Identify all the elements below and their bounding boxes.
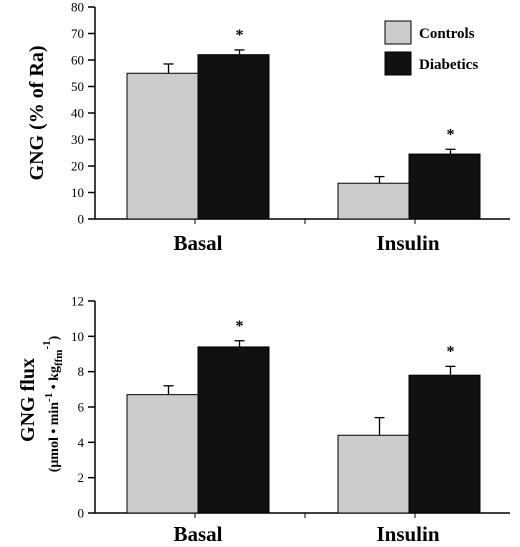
bottom-y-axis-label-unit: (μmol • min-1 • kgffm-1) [41, 335, 65, 472]
legend-swatch-diabetics [384, 51, 412, 76]
y-tick-label: 40 [71, 106, 84, 121]
y-tick-label: 30 [71, 132, 84, 147]
top-category-label-basal: Basal [173, 231, 222, 255]
significance-star: * [236, 318, 244, 335]
bar [126, 394, 199, 514]
y-tick-label: 2 [78, 470, 85, 485]
top-error-bars [163, 49, 456, 184]
top-y-ticks: 0 10 20 30 40 50 60 70 80 [71, 0, 416, 227]
y-tick-label: 8 [78, 364, 85, 379]
bar [126, 72, 199, 220]
bar [337, 182, 410, 220]
top-significance-marks: ** [236, 27, 455, 143]
bottom-y-axis-label: GNG flux (μmol • min-1 • kgffm-1) [17, 335, 65, 472]
legend-label-controls: Controls [419, 26, 475, 42]
significance-star: * [447, 343, 455, 360]
bottom-category-label-basal: Basal [173, 522, 222, 546]
unit-part-4: ffm [53, 350, 65, 367]
y-tick-label: 60 [71, 53, 84, 68]
unit-part-5: -1 [41, 340, 53, 349]
y-tick-label: 20 [71, 159, 84, 174]
legend: Controls Diabetics [384, 20, 478, 76]
top-y-axis-label: GNG (% of Ra) [26, 46, 48, 181]
bottom-y-ticks: 0 2 4 6 8 10 12 [71, 294, 416, 521]
y-tick-label: 0 [78, 506, 85, 521]
top-category-label-insulin: Insulin [376, 231, 439, 255]
y-tick-label: 10 [71, 329, 84, 344]
y-tick-label: 80 [71, 0, 84, 15]
top-bars [126, 54, 481, 220]
unit-part-3: • kg [47, 366, 62, 393]
y-tick-label: 10 [71, 185, 84, 200]
y-tick-label: 4 [78, 435, 85, 450]
bar [337, 434, 410, 514]
y-tick-label: 0 [78, 212, 85, 227]
bottom-y-axis-label-main: GNG flux [17, 358, 39, 442]
bar [197, 346, 270, 514]
significance-star: * [236, 27, 244, 44]
y-tick-label: 50 [71, 79, 84, 94]
significance-star: * [447, 126, 455, 143]
legend-label-diabetics: Diabetics [419, 57, 478, 73]
bottom-bars [126, 346, 481, 514]
y-tick-label: 12 [71, 294, 84, 309]
y-tick-label: 70 [71, 26, 84, 41]
unit-part-2: -1 [43, 393, 55, 402]
bottom-error-bars [163, 340, 456, 436]
y-tick-label: 6 [78, 400, 85, 415]
unit-part-6: ) [47, 335, 62, 340]
unit-part-1: (μmol • min [47, 402, 62, 473]
bar [408, 153, 481, 220]
bar [197, 54, 270, 220]
bar [408, 374, 481, 514]
bottom-category-label-insulin: Insulin [376, 522, 439, 546]
bottom-significance-marks: ** [236, 318, 455, 361]
legend-swatch-controls [384, 20, 412, 45]
